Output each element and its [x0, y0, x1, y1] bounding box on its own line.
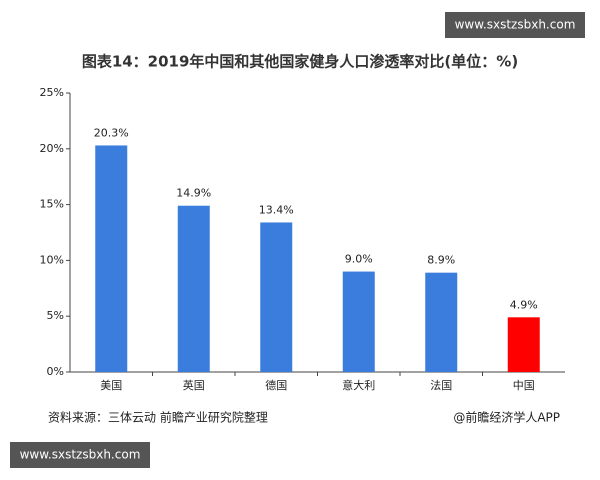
x-tick-label: 中国: [513, 379, 535, 392]
watermark-box: [445, 12, 585, 38]
bar: [342, 271, 375, 372]
credit: @前瞻经济学人APP: [453, 410, 560, 425]
x-tick-label: 意大利: [342, 378, 375, 392]
value-label: 20.3%: [94, 126, 129, 139]
value-label: 13.4%: [259, 203, 294, 216]
value-label: 8.9%: [427, 254, 455, 267]
y-tick-label: 0%: [47, 365, 64, 378]
bar: [95, 145, 128, 372]
watermark-box: [10, 442, 150, 468]
y-tick-label: 20%: [40, 142, 64, 155]
chart-title: 图表14：2019年中国和其他国家健身人口渗透率对比(单位：%): [82, 53, 518, 71]
bar: [507, 317, 540, 372]
x-tick-label: 英国: [183, 378, 205, 392]
y-tick-label: 5%: [47, 309, 64, 322]
y-tick-label: 15%: [40, 198, 64, 211]
watermark: www.sxstzsbxh.com: [20, 448, 141, 462]
value-label: 9.0%: [345, 253, 373, 266]
y-tick-label: 25%: [40, 86, 64, 99]
x-tick-label: 德国: [265, 378, 287, 392]
y-tick-label: 10%: [40, 253, 64, 266]
bar: [260, 222, 293, 372]
bar: [177, 205, 210, 372]
bar: [425, 272, 458, 372]
value-label: 14.9%: [176, 187, 211, 200]
x-tick-label: 法国: [430, 378, 452, 392]
x-tick-label: 美国: [100, 379, 122, 392]
source: 资料来源：三体云动 前瞻产业研究院整理: [48, 410, 268, 425]
value-label: 4.9%: [510, 298, 538, 311]
watermark: www.sxstzsbxh.com: [455, 18, 576, 32]
